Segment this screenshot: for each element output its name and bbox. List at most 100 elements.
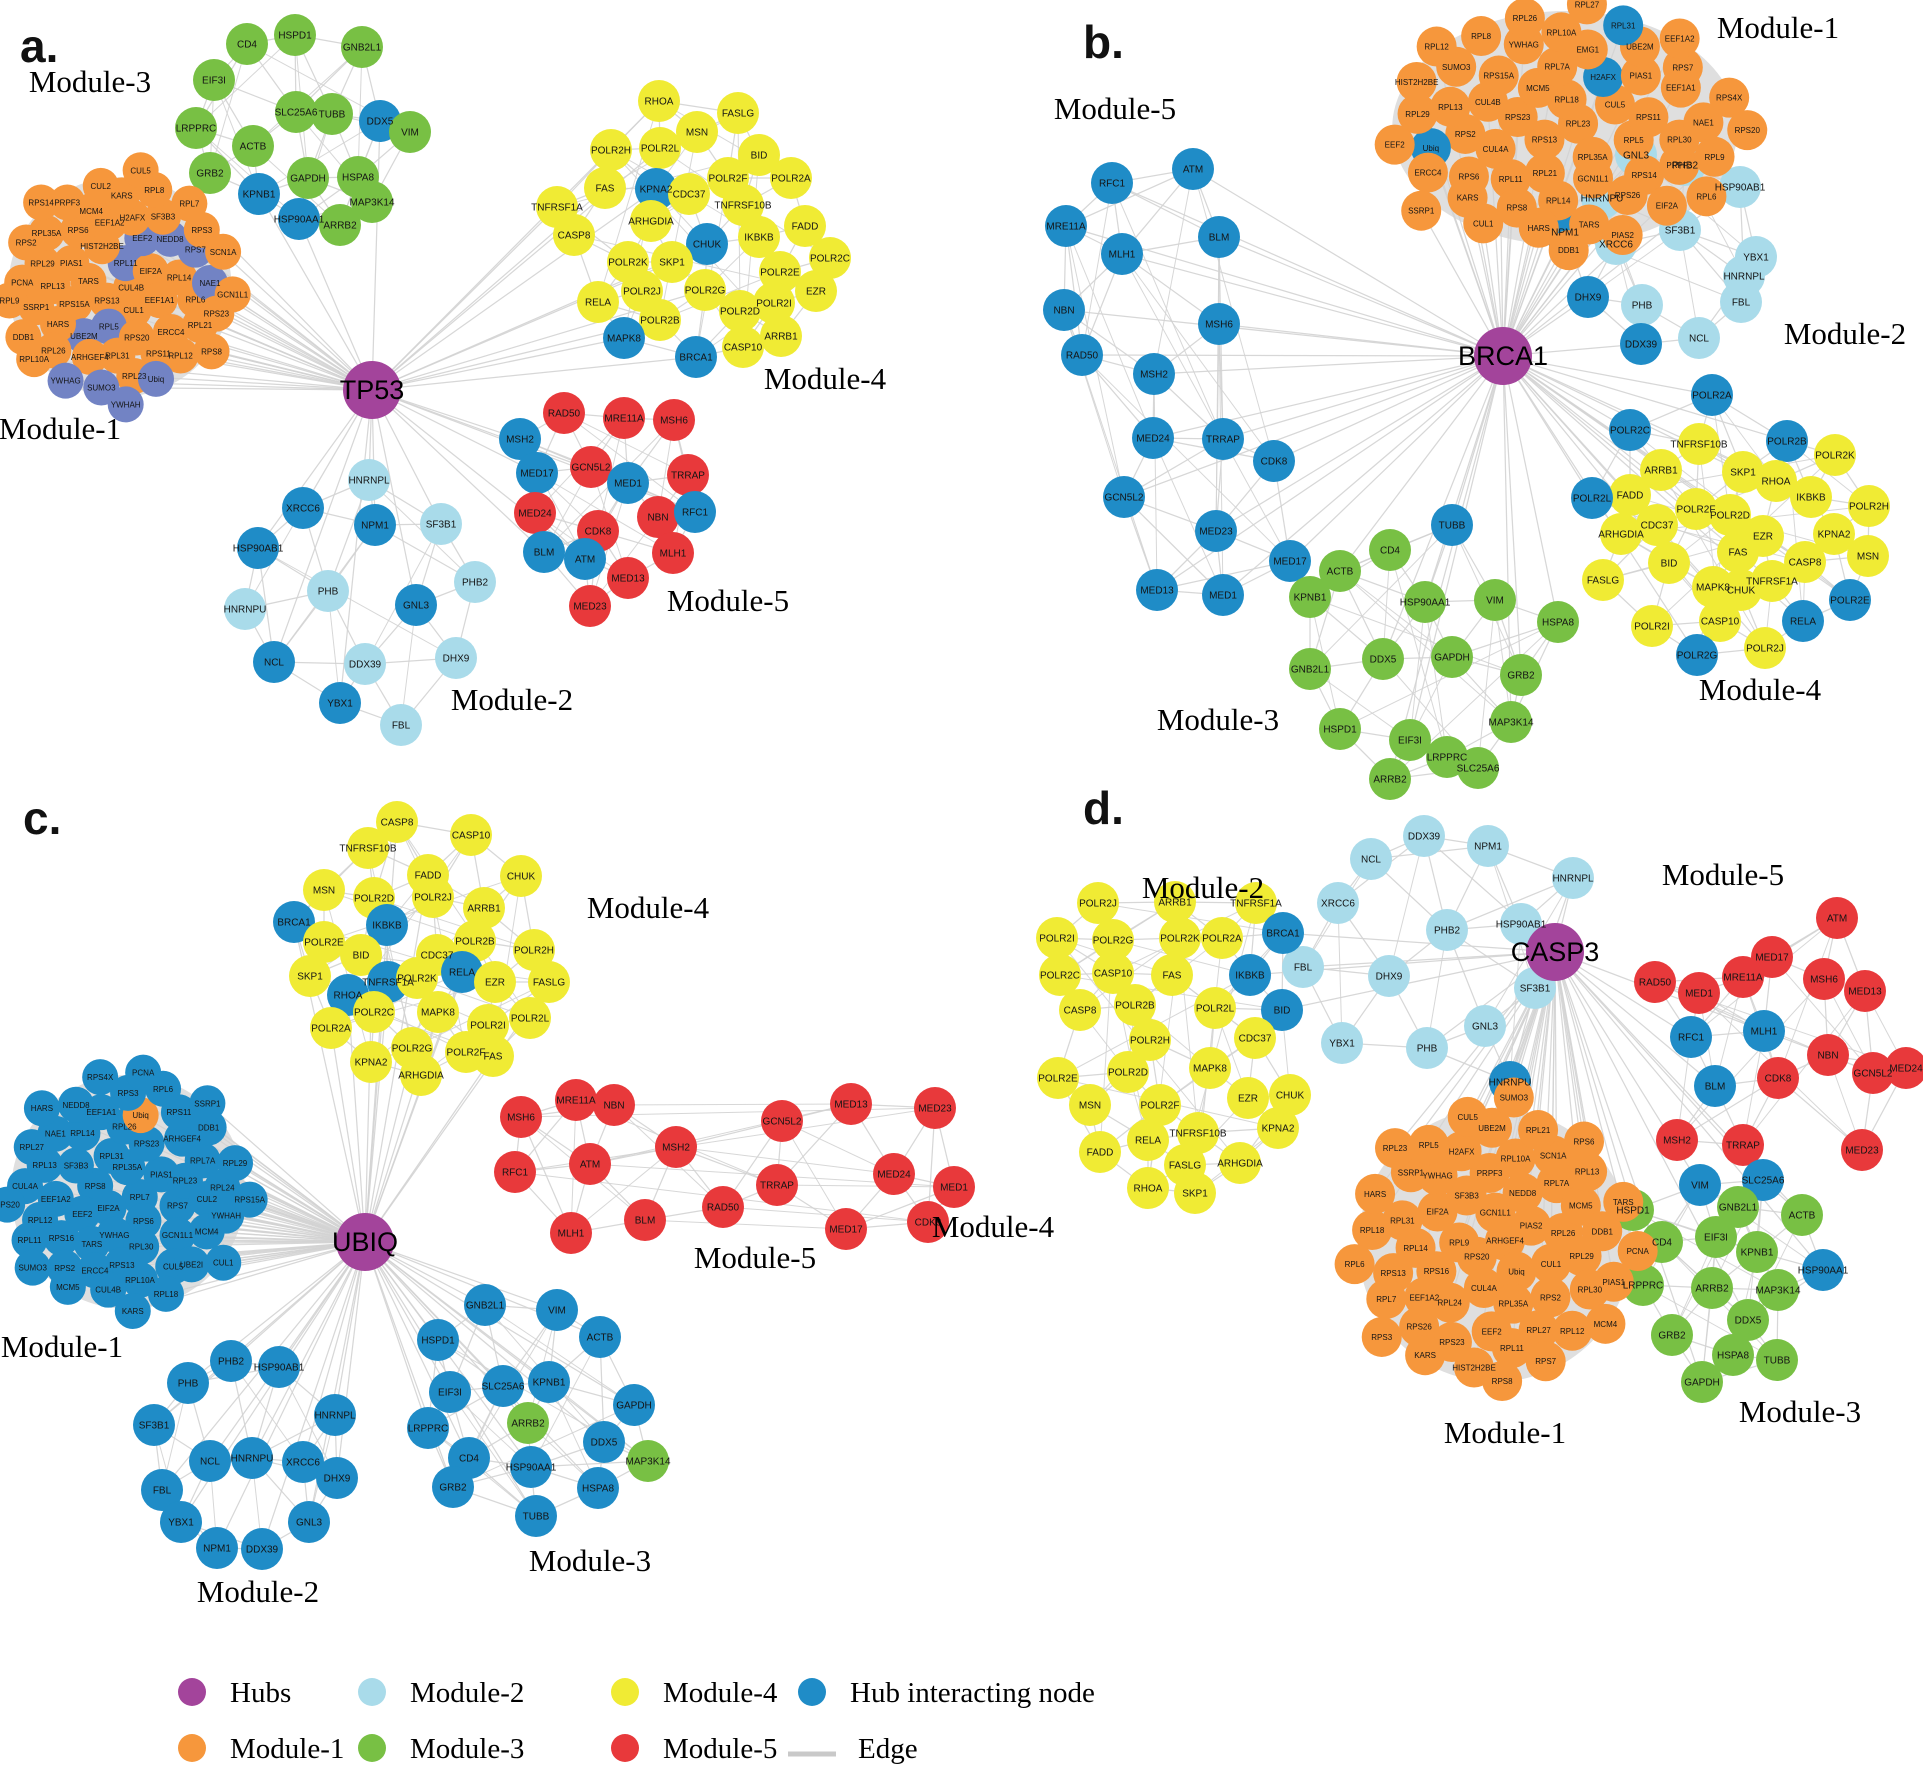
node-hnrnpu (231, 1437, 273, 1479)
node-skp1 (1174, 1172, 1216, 1214)
node-ddx5 (1362, 638, 1404, 680)
legend-label-m2: Module-2 (410, 1677, 524, 1709)
node-lrpprc (407, 1407, 449, 1449)
node-npm1 (354, 504, 396, 546)
node-arhgdia (400, 1054, 442, 1096)
node-bid (340, 934, 382, 976)
edge (1502, 355, 1522, 676)
node-eif2a (1646, 185, 1687, 226)
edge (371, 261, 673, 391)
edge (1215, 355, 1504, 532)
edge (1302, 951, 1556, 968)
edge (1121, 253, 1504, 357)
node-lrpprc (1622, 1264, 1664, 1306)
node-polr2i (753, 282, 795, 324)
node-polr2b (639, 299, 681, 341)
node-pias2 (1511, 1205, 1552, 1246)
node-cul2 (82, 167, 119, 204)
legend-label-edge: Edge (858, 1733, 918, 1765)
node-polr2g (684, 269, 726, 311)
edge (1218, 323, 1504, 357)
node-mapk8 (1189, 1047, 1231, 1089)
node-med13 (830, 1083, 872, 1125)
node-ercc4 (1407, 152, 1448, 193)
edge (1424, 355, 1504, 603)
node-polr2d (719, 290, 761, 332)
node-mlh1 (550, 1212, 592, 1254)
node-casp10 (1092, 952, 1134, 994)
node-polr2c (1039, 954, 1081, 996)
node-tars (73, 1225, 110, 1262)
node-slc25a6 (1742, 1159, 1784, 1201)
node-gcn1l1 (214, 276, 251, 313)
node-med23 (1841, 1129, 1883, 1171)
node-arrb2 (319, 204, 361, 246)
edge (1477, 599, 1496, 769)
node-arrb2 (1691, 1267, 1733, 1309)
node-med1 (933, 1166, 975, 1208)
edge (659, 131, 698, 321)
node-tubb (311, 93, 353, 135)
module-label-module-2: Module-2 (197, 1574, 319, 1609)
node-hist2h2be (1396, 61, 1437, 102)
node-eif3i (193, 59, 235, 101)
legend-swatch-hi (798, 1678, 826, 1706)
edge (1554, 951, 1749, 1321)
edge (1409, 355, 1504, 741)
node-tubb (515, 1495, 557, 1537)
node-slc25a6 (275, 91, 317, 133)
node-casp10 (1699, 600, 1741, 642)
node-rps20 (0, 1186, 26, 1223)
node-eif3i (429, 1371, 471, 1413)
node-mlh1 (1101, 233, 1143, 275)
node-casp8 (376, 801, 418, 843)
node-map3k14 (1490, 701, 1532, 743)
node-polr2h (513, 929, 555, 971)
node-prpf3 (49, 184, 86, 221)
module-label-module-4: Module-4 (587, 890, 710, 925)
node-cul4a (1475, 128, 1516, 169)
edge (1446, 877, 1574, 931)
node-dhx9 (316, 1457, 358, 1499)
node-hspd1 (1319, 708, 1361, 750)
node-mre11a (555, 1079, 597, 1121)
node-brca1 (1262, 912, 1304, 954)
edge (520, 1116, 572, 1234)
node-ikbkb (1790, 476, 1832, 518)
node-mre11a (1722, 956, 1764, 998)
node-kpnb1 (238, 173, 280, 215)
node-med23 (1195, 510, 1237, 552)
node-fas (472, 1035, 514, 1077)
node-grb2 (189, 152, 231, 194)
node-polr2a (310, 1007, 352, 1049)
node-rpl11 (1491, 1328, 1532, 1369)
node-med13 (1844, 970, 1886, 1012)
module-label-module-3: Module-3 (1739, 1394, 1861, 1429)
node-phb (1406, 1027, 1448, 1069)
node-phb2 (454, 561, 496, 603)
node-polr2c (353, 991, 395, 1033)
node-mcm5 (49, 1268, 86, 1305)
edge (371, 337, 625, 391)
node-mlh1 (1743, 1010, 1785, 1052)
node-gcn5l2 (570, 446, 612, 488)
node-pias1 (1620, 55, 1661, 96)
node-tnfrsf1a (1235, 882, 1277, 924)
node-gnb2l1 (1717, 1186, 1759, 1228)
node-map3k14 (1757, 1269, 1799, 1311)
node-rfc1 (1670, 1016, 1712, 1058)
node-hsp90aa1 (278, 198, 320, 240)
edge (371, 206, 558, 391)
node-ybx1 (319, 682, 361, 724)
node-rpl7 (1366, 1278, 1407, 1319)
node-tubb (1756, 1339, 1798, 1381)
edge (258, 193, 373, 391)
node-xrcc6 (282, 1441, 324, 1483)
node-ezr (1227, 1077, 1269, 1119)
node-actb (1319, 550, 1361, 592)
node-rps14 (23, 184, 60, 221)
node-rps13 (1524, 119, 1565, 160)
node-cd4 (226, 23, 268, 65)
node-ywhag (47, 362, 84, 399)
edge (371, 389, 417, 606)
